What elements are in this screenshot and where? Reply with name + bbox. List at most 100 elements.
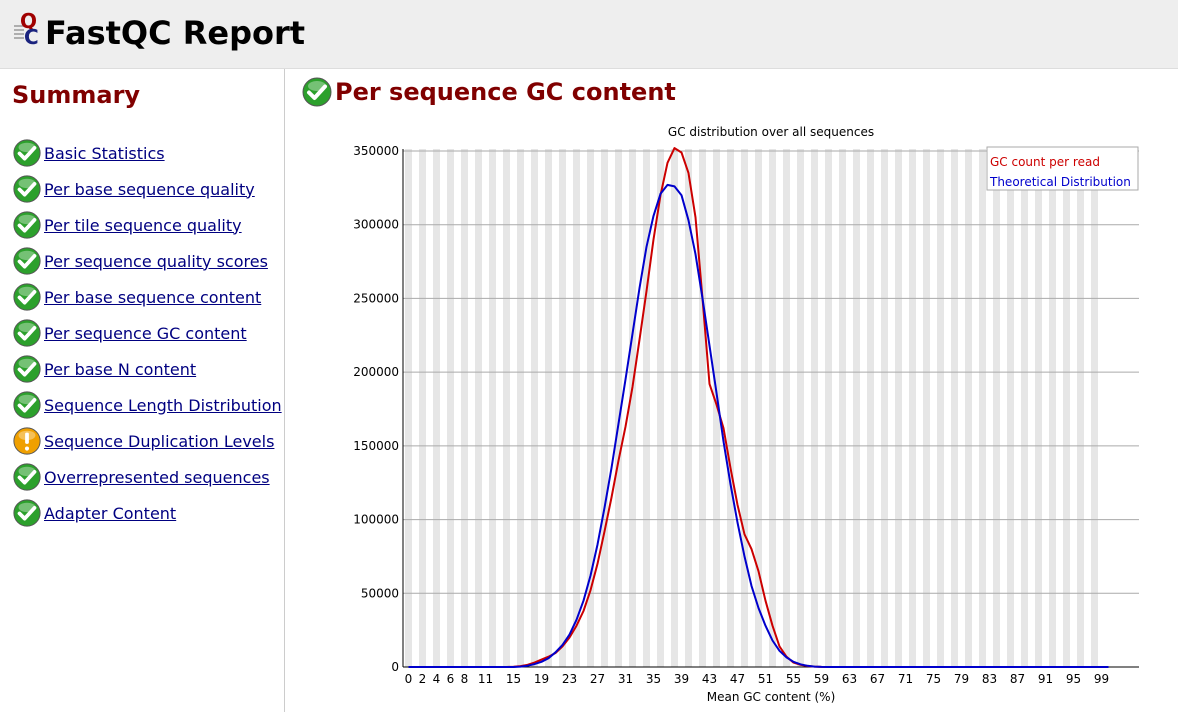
summary-link[interactable]: Per base sequence quality	[44, 179, 255, 199]
x-tick-label: 63	[842, 672, 857, 686]
grid-band	[685, 149, 692, 667]
series-line-1	[408, 183, 1109, 668]
fastqc-logo-icon: Q C	[14, 10, 39, 49]
y-tick-label: 250000	[353, 291, 399, 305]
summary-item: Adapter Content	[12, 495, 282, 531]
chart-legend: GC count per read Theoretical Distributio…	[986, 146, 1139, 191]
grid-band	[447, 149, 454, 667]
grid-band	[853, 149, 860, 667]
grid-band	[937, 149, 944, 667]
summary-item: Overrepresented sequences	[12, 459, 282, 495]
grid-band	[923, 149, 930, 667]
grid-band	[573, 149, 580, 667]
summary-link[interactable]: Per tile sequence quality	[44, 215, 242, 235]
y-tick-label: 150000	[353, 439, 399, 453]
y-tick-label: 350000	[353, 144, 399, 158]
svg-text:Q: Q	[20, 10, 37, 33]
grid-band	[839, 149, 846, 667]
summary-item: Basic Statistics	[12, 135, 282, 171]
x-tick-label: 51	[758, 672, 773, 686]
grid-band	[699, 149, 706, 667]
y-tick-label: 200000	[353, 365, 399, 379]
grid-band	[1007, 149, 1014, 667]
y-tick-label: 300000	[353, 218, 399, 232]
module-header: Per sequence GC content	[301, 70, 676, 114]
x-tick-label: 59	[814, 672, 829, 686]
x-tick-label: 8	[461, 672, 469, 686]
grid-band	[419, 149, 426, 667]
x-tick-label: 23	[562, 672, 577, 686]
grid-band	[797, 149, 804, 667]
summary-item: Per base N content	[12, 351, 282, 387]
x-tick-label: 11	[478, 672, 493, 686]
x-tick-label: 43	[702, 672, 717, 686]
grid-band	[881, 149, 888, 667]
pass-check-icon	[13, 247, 41, 275]
grid-band	[1035, 149, 1042, 667]
x-tick-label: 71	[898, 672, 913, 686]
grid-band	[559, 149, 566, 667]
x-tick-label: 19	[534, 672, 549, 686]
grid-band	[993, 149, 1000, 667]
grid-band	[727, 149, 734, 667]
chart-title: GC distribution over all sequences	[668, 125, 874, 139]
module-title: Per sequence GC content	[335, 78, 676, 106]
summary-link[interactable]: Per sequence GC content	[44, 323, 247, 343]
grid-bands	[405, 149, 1098, 667]
x-tick-label: 31	[618, 672, 633, 686]
grid-band	[503, 149, 510, 667]
x-tick-label: 47	[730, 672, 745, 686]
x-tick-label: 99	[1094, 672, 1109, 686]
x-tick-label: 6	[447, 672, 455, 686]
summary-link[interactable]: Overrepresented sequences	[44, 467, 270, 487]
legend-entry: GC count per read	[990, 155, 1100, 169]
grid-band	[1063, 149, 1070, 667]
svg-text:C: C	[24, 25, 39, 49]
x-tick-label: 91	[1038, 672, 1053, 686]
report-header: Q C FastQC Report	[0, 0, 1178, 69]
grid-band	[965, 149, 972, 667]
summary-link[interactable]: Basic Statistics	[44, 143, 165, 163]
summary-item: Per base sequence quality	[12, 171, 282, 207]
pass-check-icon	[13, 355, 41, 383]
x-tick-label: 83	[982, 672, 997, 686]
summary-heading: Summary	[12, 81, 141, 109]
grid-band	[657, 149, 664, 667]
summary-item: Per sequence quality scores	[12, 243, 282, 279]
grid-band	[587, 149, 594, 667]
pass-check-icon	[13, 283, 41, 311]
gc-distribution-chart: GC distribution over all sequences 0 50000…	[353, 125, 1139, 704]
grid-band	[671, 149, 678, 667]
summary-link[interactable]: Adapter Content	[44, 503, 177, 523]
summary-link[interactable]: Per base N content	[44, 359, 197, 379]
grid-band	[895, 149, 902, 667]
grid-band	[1049, 149, 1056, 667]
x-tick-label: 55	[786, 672, 801, 686]
summary-module-list: Basic Statistics Per base sequence qualit…	[12, 135, 282, 531]
grid-band	[979, 149, 986, 667]
summary-item: Per sequence GC content	[12, 315, 282, 351]
grid-band	[1077, 149, 1084, 667]
grid-band	[867, 149, 874, 667]
summary-link[interactable]: Sequence Duplication Levels	[44, 431, 275, 451]
grid-band	[909, 149, 916, 667]
grid-band	[629, 149, 636, 667]
summary-link[interactable]: Per sequence quality scores	[44, 251, 268, 271]
grid-band	[1091, 149, 1098, 667]
x-tick-label: 4	[433, 672, 441, 686]
x-tick-label: 39	[674, 672, 689, 686]
legend-entry: Theoretical Distribution	[989, 175, 1131, 189]
summary-link[interactable]: Sequence Length Distribution	[44, 395, 282, 415]
report-title: FastQC Report	[45, 14, 306, 52]
grid-band	[643, 149, 650, 667]
x-tick-label: 79	[954, 672, 969, 686]
summary-item: Per base sequence content	[12, 279, 282, 315]
grid-band	[517, 149, 524, 667]
grid-band	[601, 149, 608, 667]
summary-link[interactable]: Per base sequence content	[44, 287, 262, 307]
pass-check-icon	[13, 211, 41, 239]
y-tick-label: 100000	[353, 513, 399, 527]
grid-band	[769, 149, 776, 667]
x-tick-label: 27	[590, 672, 605, 686]
grid-band	[741, 149, 748, 667]
